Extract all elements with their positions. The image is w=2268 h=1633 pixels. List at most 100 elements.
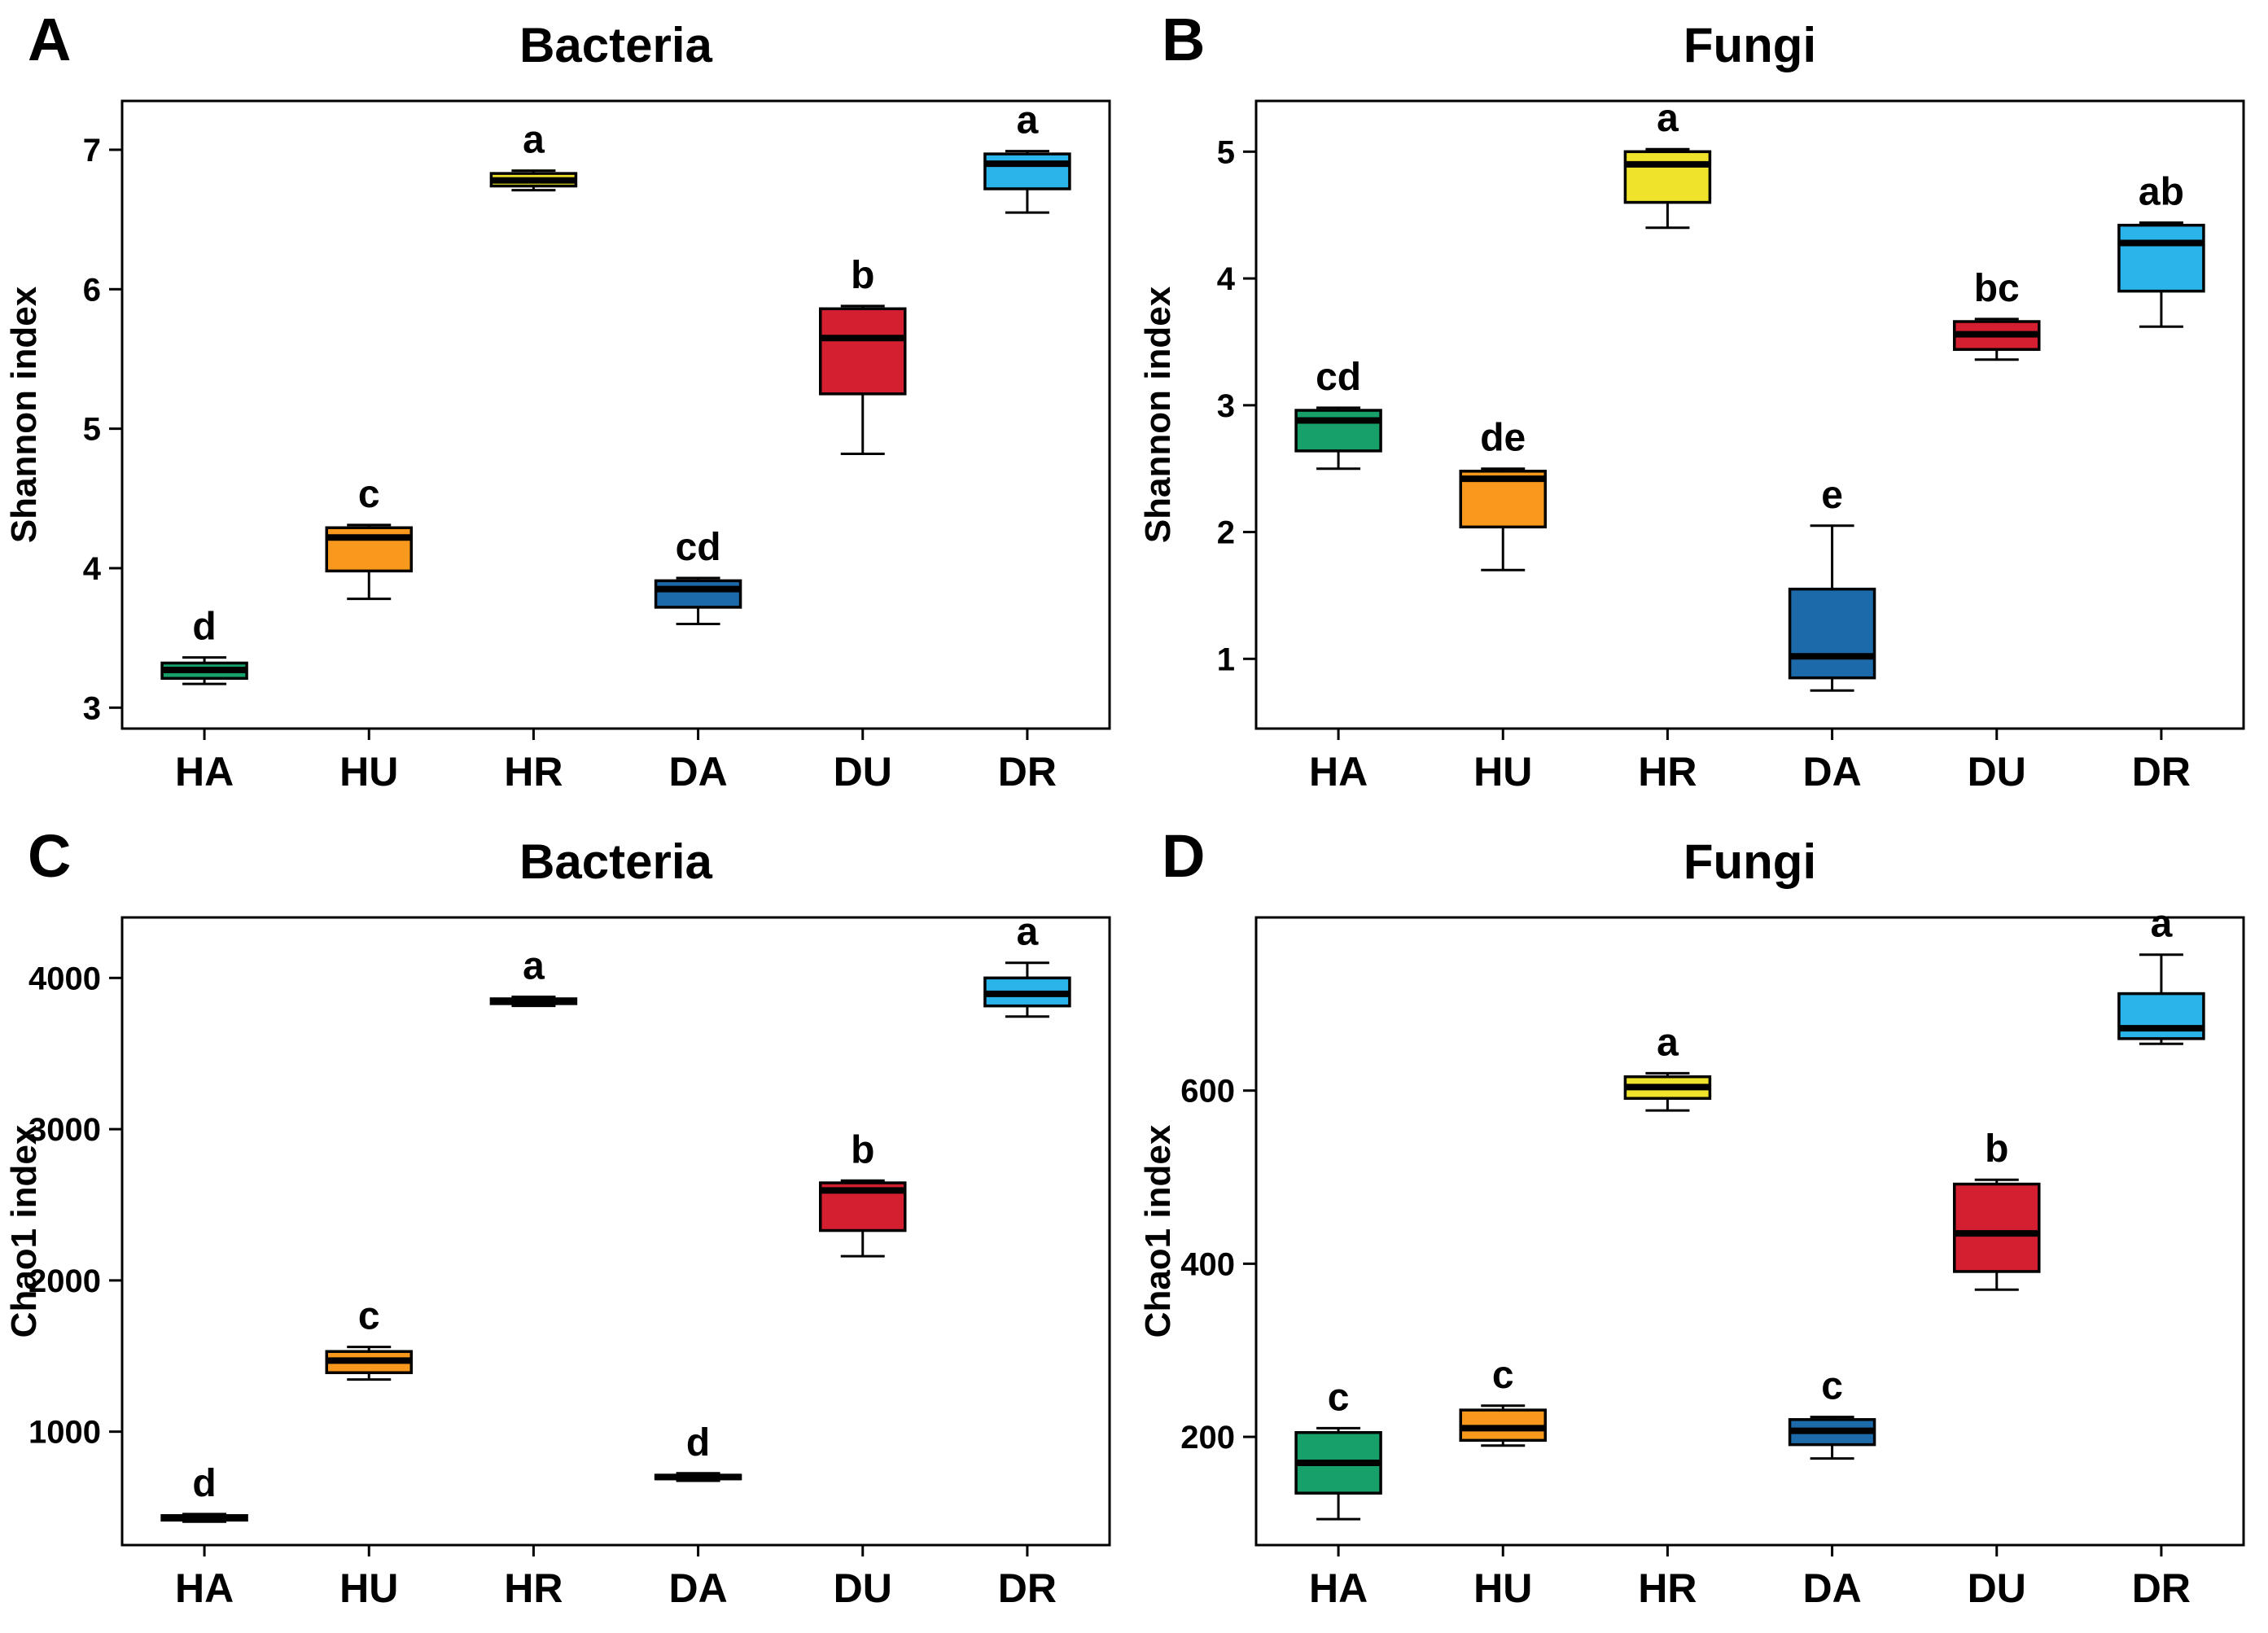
panel-b-title: Fungi (1683, 18, 1817, 72)
significance-letter: b (851, 254, 874, 297)
y-tick-label: 4 (83, 551, 102, 587)
panel-b: B Fungi 1 2 3 4 5 Shannon index cd HA de HU a HR e DA… (1134, 0, 2268, 816)
x-category-label: HU (339, 1565, 398, 1611)
x-category-label: HA (1309, 1565, 1368, 1611)
y-tick-label: 3 (1217, 388, 1235, 424)
significance-letter: c (1821, 1365, 1843, 1408)
plot-frame (1254, 99, 2245, 730)
x-category-label: HA (175, 1565, 234, 1611)
box-group-da: d DA (654, 1421, 742, 1611)
x-category-label: DA (668, 1565, 727, 1611)
significance-letter: bc (1974, 267, 2020, 310)
box-group-ha: c HA (1294, 1376, 1382, 1611)
panel-c-boxplot: 1000 2000 3000 4000 Chao1 index d HA c HU a HR d DA b… (4, 911, 1111, 1611)
y-axis-label: Shannon index (4, 286, 44, 543)
significance-letter: d (192, 1462, 216, 1505)
significance-letter: a (1657, 97, 1679, 140)
box-group-ha: d HA (160, 1462, 248, 1611)
iqr-box (1788, 587, 1876, 680)
iqr-box (2117, 992, 2205, 1040)
y-tick-label: 2000 (28, 1263, 101, 1299)
x-category-label: DU (834, 1565, 892, 1611)
iqr-box (1623, 150, 1712, 204)
box-group-da: cd DA (654, 526, 742, 795)
plot-frame (1254, 916, 2245, 1547)
panel-d-letter: D (1162, 822, 1206, 890)
y-tick-label: 200 (1180, 1420, 1235, 1456)
box-group-du: b DU (1953, 1127, 2041, 1611)
box-group-dr: a DR (2117, 904, 2205, 1611)
panel-b-header: B Fungi (1134, 0, 2268, 88)
plot-frame (120, 916, 1111, 1547)
iqr-box (2117, 223, 2205, 293)
y-tick-label: 5 (1217, 134, 1235, 170)
significance-letter: c (1328, 1376, 1350, 1419)
x-category-label: HR (504, 1565, 563, 1611)
box-group-hu: de HU (1459, 417, 1547, 795)
x-category-label: DU (834, 749, 892, 795)
box-group-ha: cd HA (1294, 356, 1382, 795)
box-group-da: e DA (1788, 474, 1876, 795)
box-group-du: bc DU (1953, 267, 2041, 795)
panel-b-boxplot: 1 2 3 4 5 Shannon index cd HA de HU a HR e DA bc DU ab DR (1138, 97, 2245, 795)
y-tick-label: 3 (83, 690, 101, 726)
x-category-label: HU (1473, 749, 1532, 795)
significance-letter: c (358, 1295, 380, 1338)
significance-letter: a (1657, 1021, 1679, 1064)
panel-d: D Fungi 200 400 600 Chao1 index c HA c HU a HR c DA… (1134, 816, 2268, 1633)
significance-letter: c (358, 473, 380, 516)
y-tick-label: 2 (1217, 515, 1235, 551)
x-category-label: HA (175, 749, 234, 795)
significance-letter: cd (676, 526, 721, 569)
iqr-box (325, 526, 413, 573)
significance-letter: b (851, 1128, 874, 1171)
iqr-box (983, 152, 1071, 190)
box-group-dr: a DR (983, 911, 1071, 1611)
significance-letter: a (1017, 911, 1039, 954)
box-group-hr: a HR (489, 945, 578, 1611)
significance-letter: a (1017, 99, 1039, 142)
box-group-dr: a DR (983, 99, 1071, 795)
box-group-hr: a HR (1623, 1021, 1712, 1611)
panel-d-title: Fungi (1683, 834, 1817, 889)
panel-a-header: A Bacteria (0, 0, 1134, 88)
panel-c-header: C Bacteria (0, 816, 1134, 904)
box-group-du: b DU (819, 1128, 907, 1611)
box-group-ha: d HA (160, 606, 248, 795)
y-tick-label: 1 (1217, 641, 1235, 677)
panel-a-boxplot: 3 4 5 6 7 Shannon index d HA c HU a HR cd DA b DU a DR (4, 99, 1111, 795)
x-category-label: DU (1968, 749, 2026, 795)
significance-letter: ab (2139, 171, 2184, 214)
significance-letter: d (192, 606, 216, 649)
panel-a-letter: A (28, 6, 72, 73)
significance-letter: d (686, 1421, 710, 1464)
y-tick-label: 1000 (28, 1415, 101, 1451)
y-tick-label: 6 (83, 272, 101, 308)
iqr-box (1294, 409, 1382, 453)
y-tick-label: 400 (1180, 1246, 1235, 1282)
box-group-du: b DU (819, 254, 907, 795)
iqr-box (1953, 1182, 2041, 1273)
x-category-label: DA (1802, 749, 1861, 795)
significance-letter: a (523, 119, 545, 162)
panel-a: A Bacteria 3 4 5 6 7 Shannon index d HA c HU a HR cd… (0, 0, 1134, 816)
significance-letter: de (1480, 417, 1526, 460)
plot-frame (120, 99, 1111, 730)
box-group-hu: c HU (1459, 1354, 1547, 1611)
panel-a-title: Bacteria (519, 18, 712, 72)
significance-letter: e (1821, 474, 1843, 517)
significance-letter: c (1492, 1354, 1514, 1397)
significance-letter: b (1985, 1127, 2008, 1171)
x-category-label: DA (668, 749, 727, 795)
panel-c-letter: C (28, 822, 72, 890)
x-category-label: HR (1638, 749, 1697, 795)
y-axis-label: Chao1 index (1138, 1124, 1178, 1337)
y-tick-label: 3000 (28, 1112, 101, 1148)
iqr-box (654, 579, 742, 609)
x-category-label: HR (504, 749, 563, 795)
box-group-hu: c HU (325, 1295, 413, 1611)
y-tick-label: 7 (83, 133, 101, 169)
box-group-hr: a HR (489, 119, 578, 795)
